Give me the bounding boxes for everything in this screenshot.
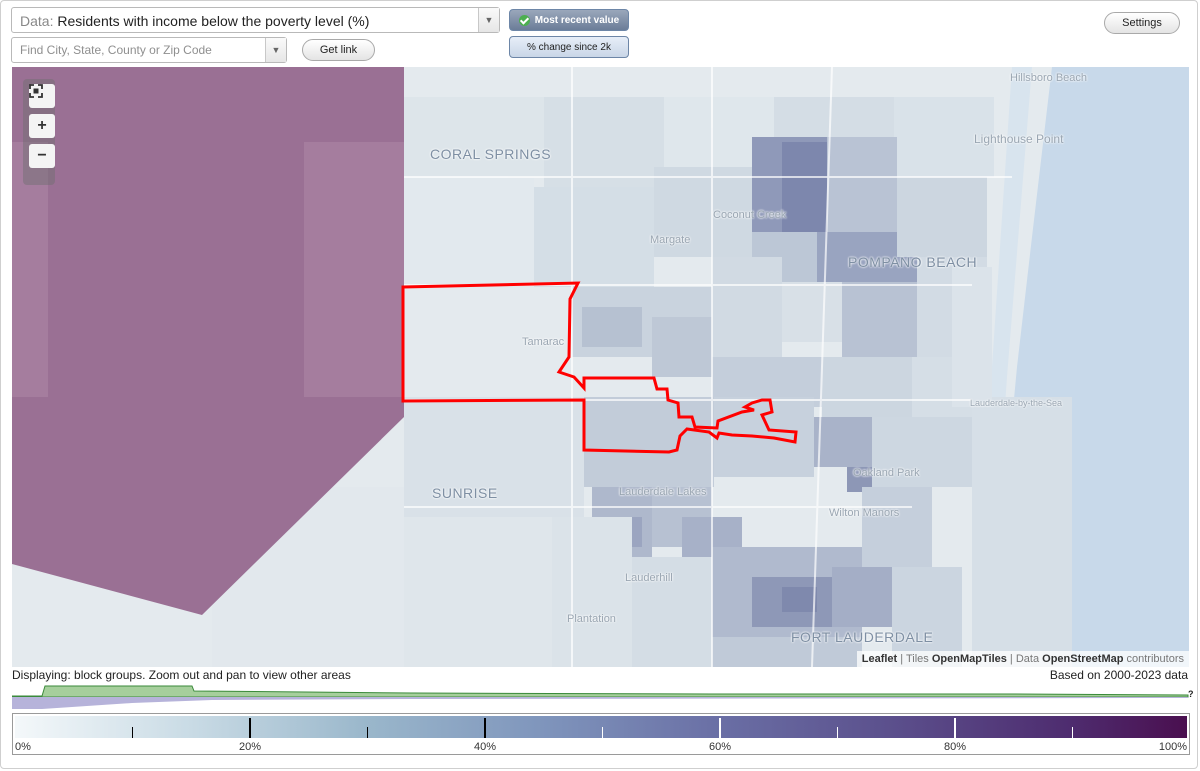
tiles-prefix: Tiles: [905, 653, 929, 665]
most-recent-value-toggle[interactable]: Most recent value: [509, 9, 629, 31]
legend-tick: [249, 718, 251, 738]
leaflet-link[interactable]: Leaflet: [861, 653, 898, 665]
get-link-button[interactable]: Get link: [302, 39, 375, 61]
map-attribution: Leaflet | Tiles OpenMapTiles | Data Open…: [856, 651, 1189, 667]
minus-icon[interactable]: −: [29, 144, 55, 168]
region-highlight-left: [12, 142, 48, 397]
place-label: Lighthouse Point: [974, 132, 1064, 146]
data-select-value: Residents with income below the poverty …: [57, 13, 370, 29]
legend-gradient: [15, 716, 1187, 738]
place-label: Lauderhill: [625, 572, 673, 584]
place-label: Wilton Manors: [829, 507, 900, 519]
place-label: Margate: [650, 234, 691, 246]
legend-label: 40%: [473, 741, 497, 753]
based-on-note: Based on 2000-2023 data: [1049, 668, 1188, 682]
data-prefix: Data: [1015, 653, 1040, 665]
legend-tick: [719, 718, 721, 738]
place-label: CORAL SPRINGS: [430, 146, 552, 162]
fullscreen-icon-glyph: [29, 84, 43, 98]
legend-tick: [484, 718, 486, 738]
percent-change-toggle[interactable]: % change since 2k: [509, 36, 629, 58]
chevron-down-icon[interactable]: ▼: [265, 38, 286, 62]
legend-label: 60%: [708, 741, 732, 753]
percent-change-label: % change since 2k: [527, 41, 611, 53]
data-select[interactable]: Data: Residents with income below the po…: [11, 7, 500, 33]
map[interactable]: CORAL SPRINGS POMPANO BEACH SUNRISE FORT…: [12, 67, 1189, 667]
legend-label: 100%: [1158, 741, 1188, 753]
data-select-prefix: Data:: [20, 13, 54, 29]
place-label: Lauderdale Lakes: [619, 486, 707, 498]
place-label: Lauderdale-by-the-Sea: [970, 398, 1063, 408]
map-canvas: [12, 67, 1189, 667]
place-label: Plantation: [567, 613, 616, 625]
legend-tick: [367, 727, 368, 738]
place-label: SUNRISE: [432, 485, 498, 501]
openstreetmap-link[interactable]: OpenStreetMap: [1042, 653, 1124, 665]
settings-button[interactable]: Settings: [1104, 12, 1180, 34]
plus-icon[interactable]: +: [29, 114, 55, 138]
value-histogram: [12, 685, 1189, 709]
legend-tick: [602, 727, 603, 738]
location-search-input[interactable]: [12, 38, 282, 62]
selected-area-outline: [401, 281, 798, 454]
check-icon: [518, 14, 530, 26]
place-label: Tamarac: [522, 336, 565, 348]
displaying-note: Displaying: block groups. Zoom out and p…: [12, 668, 351, 682]
chevron-down-icon[interactable]: ▼: [478, 8, 499, 32]
location-search[interactable]: ▼: [11, 37, 287, 63]
legend-tick: [837, 727, 838, 738]
fullscreen-icon[interactable]: [29, 84, 55, 108]
legend-tick: [954, 718, 956, 738]
place-label: FORT LAUDERDALE: [791, 629, 934, 645]
most-recent-value-label: Most recent value: [534, 14, 620, 26]
openmaptiles-link[interactable]: OpenMapTiles: [931, 653, 1007, 665]
color-legend: 0% 20% 40% 60% 80% 100%: [12, 713, 1190, 755]
contributors-label: contributors: [1126, 653, 1184, 665]
place-label: POMPANO BEACH: [848, 254, 978, 270]
place-label: Coconut Creek: [713, 209, 787, 221]
legend-label: 80%: [943, 741, 967, 753]
region-highlight: [304, 142, 404, 397]
histogram-green: [12, 685, 1189, 698]
place-label: Hillsboro Beach: [1010, 72, 1088, 84]
data-select-text: Data: Residents with income below the po…: [20, 13, 369, 29]
block-groups: [212, 97, 1072, 667]
histogram-purple: [12, 697, 1188, 709]
place-label: Oakland Park: [853, 467, 920, 479]
legend-tick: [1072, 727, 1073, 738]
legend-tick: [132, 727, 133, 738]
unknown-marker: ?: [1188, 689, 1194, 699]
legend-label: 0%: [15, 741, 31, 753]
legend-label: 20%: [238, 741, 262, 753]
